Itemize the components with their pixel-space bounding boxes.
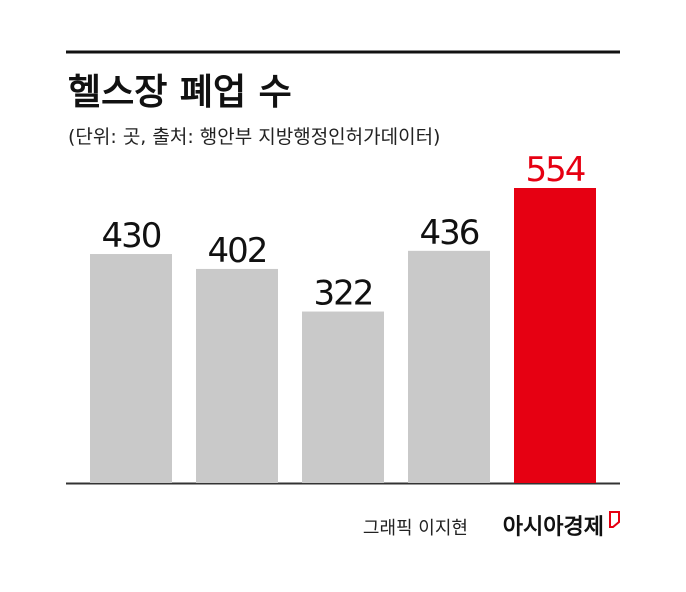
source-logo: 아시아경제 <box>503 515 604 540</box>
value-label: 554 <box>526 150 585 190</box>
bar <box>408 250 490 483</box>
value-label: 436 <box>420 213 479 253</box>
bar <box>196 268 278 483</box>
logo-icon <box>609 511 620 528</box>
bar <box>90 254 172 483</box>
chart-title: 헬스장 폐업 수 <box>68 72 292 113</box>
credit: 그래픽 이지현 <box>363 518 468 539</box>
value-label: 430 <box>102 216 161 256</box>
bar <box>514 188 596 483</box>
chart-subtitle: (단위: 곳, 출처: 행안부 지방행정인허가데이터) <box>68 126 440 148</box>
bar <box>302 311 384 483</box>
value-label: 402 <box>208 231 267 271</box>
value-label: 322 <box>314 274 373 314</box>
